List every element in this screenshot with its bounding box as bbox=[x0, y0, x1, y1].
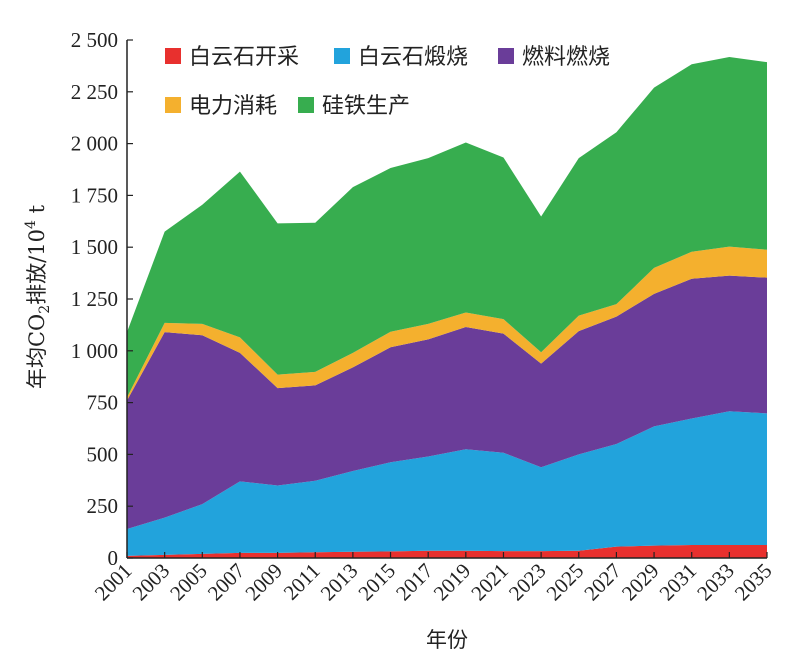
legend-swatch-0 bbox=[165, 48, 181, 64]
y-tick-label: 750 bbox=[87, 391, 119, 415]
x-tick-label: 2001 bbox=[90, 559, 137, 606]
x-tick-label: 2023 bbox=[504, 559, 551, 606]
x-tick-label: 2025 bbox=[542, 559, 589, 606]
x-tick-label: 2017 bbox=[391, 559, 438, 606]
x-tick-label: 2003 bbox=[128, 559, 175, 606]
legend-label-1: 白云石煅烧 bbox=[358, 45, 468, 70]
legend-swatch-2 bbox=[498, 48, 514, 64]
y-tick-label: 500 bbox=[87, 442, 119, 466]
y-tick-label: 2 000 bbox=[71, 132, 118, 156]
y-tick-label: 1 750 bbox=[71, 183, 118, 207]
y-tick-label: 250 bbox=[87, 494, 119, 518]
y-tick-label: 1 000 bbox=[71, 339, 118, 363]
y-axis-title-main: 年均CO bbox=[25, 314, 49, 389]
x-tick-labels: 2001200320052007200920112013201520172019… bbox=[90, 559, 777, 606]
axes bbox=[126, 39, 768, 559]
legend-label-2: 燃料燃烧 bbox=[522, 45, 610, 70]
legend-item-1: 白云石煅烧 bbox=[334, 45, 468, 70]
area-series-2 bbox=[127, 275, 767, 529]
x-tick-label: 2015 bbox=[353, 559, 400, 606]
y-tick-label: 0 bbox=[108, 546, 119, 570]
legend-label-4: 硅铁生产 bbox=[322, 94, 410, 119]
x-tick-label: 2009 bbox=[240, 559, 287, 606]
x-axis-title: 年份 bbox=[426, 628, 468, 652]
x-tick-label: 2013 bbox=[316, 559, 363, 606]
y-axis-title: 年均CO2排放/104 t bbox=[23, 204, 53, 389]
x-tick-label: 2033 bbox=[692, 559, 739, 606]
legend-swatch-1 bbox=[334, 48, 350, 64]
y-axis-title-unit: t bbox=[25, 204, 49, 220]
y-axis-title-tail: 排放/10 bbox=[25, 229, 49, 305]
x-tick-label: 2021 bbox=[466, 559, 513, 606]
area-series-4 bbox=[127, 56, 767, 398]
x-tick-label: 2027 bbox=[579, 559, 626, 606]
area-series-1 bbox=[127, 411, 767, 556]
legend: 白云石开采 白云石煅烧 燃料燃烧 电力消耗 硅铁生产 bbox=[165, 45, 610, 119]
y-tick-label: 1 250 bbox=[71, 287, 118, 311]
x-tick-label: 2011 bbox=[279, 559, 325, 605]
x-tick-label: 2029 bbox=[617, 559, 664, 606]
legend-label-0: 白云石开采 bbox=[189, 45, 299, 70]
y-tick-label: 2 500 bbox=[71, 28, 118, 52]
x-tick-label: 2031 bbox=[655, 559, 702, 606]
x-tick-label: 2007 bbox=[203, 559, 250, 606]
legend-item-3: 电力消耗 bbox=[165, 94, 277, 119]
x-tick-label: 2005 bbox=[165, 559, 212, 606]
x-tick-label: 2035 bbox=[730, 559, 777, 606]
y-axis-title-subscript: 2 bbox=[37, 305, 53, 314]
legend-swatch-3 bbox=[165, 97, 181, 113]
y-tick-label: 1 500 bbox=[71, 235, 118, 259]
y-tick-labels: 0 250 500 750 1 000 1 250 1 500 1 750 2 000 2 250… bbox=[71, 28, 118, 570]
y-axis-title-superscript: 4 bbox=[23, 220, 39, 229]
x-tick-label: 2019 bbox=[429, 559, 476, 606]
legend-label-3: 电力消耗 bbox=[189, 94, 277, 119]
area-layer bbox=[127, 56, 767, 558]
area-series-0 bbox=[127, 544, 767, 558]
legend-item-0: 白云石开采 bbox=[165, 45, 299, 70]
legend-item-4: 硅铁生产 bbox=[298, 94, 410, 119]
area-series-3 bbox=[127, 246, 767, 401]
legend-item-2: 燃料燃烧 bbox=[498, 45, 610, 70]
legend-swatch-4 bbox=[298, 97, 314, 113]
y-tick-label: 2 250 bbox=[71, 80, 118, 104]
